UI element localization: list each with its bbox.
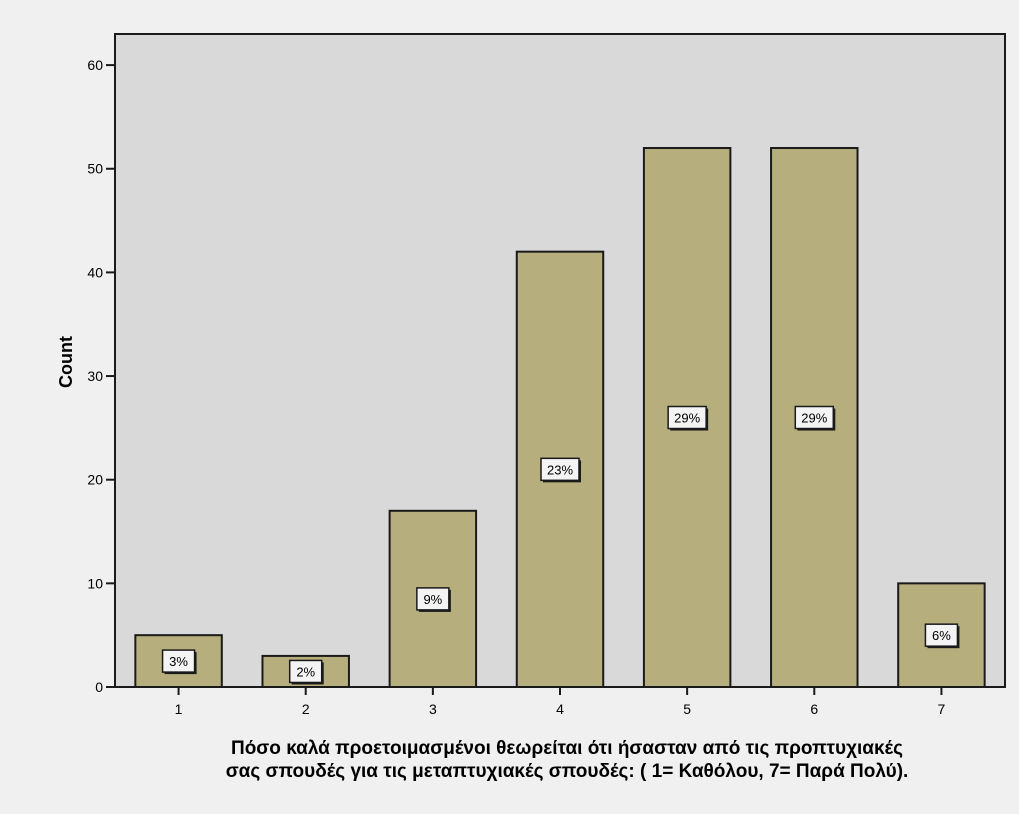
- bar-percent-label: 9%: [423, 592, 442, 607]
- y-tick-label: 30: [87, 368, 103, 384]
- bar-percent-label: 23%: [547, 462, 573, 477]
- y-axis: 0 10 20 30 40 50 60: [87, 57, 115, 695]
- bar-label-box: [924, 623, 959, 647]
- bar-label-box: [540, 457, 580, 482]
- y-tick-label: 20: [87, 472, 103, 488]
- x-tick-label: 7: [938, 701, 946, 717]
- bar-percent-label: 3%: [169, 654, 188, 669]
- bars-group: 3% 2% 9% 23% 29% 29% 6%: [134, 147, 986, 689]
- bar-percent-label: 6%: [932, 628, 951, 643]
- y-tick-label: 10: [87, 575, 103, 591]
- x-tick-label: 3: [429, 701, 437, 717]
- bar-3: [388, 509, 478, 688]
- bar-label-box: [161, 649, 196, 673]
- bar-label-box: [416, 587, 450, 611]
- y-tick-label: 60: [87, 57, 103, 73]
- x-axis-title-line-1: Πόσο καλά προετοιμασμένοι θεωρείται ότι …: [231, 738, 903, 759]
- y-tick-label: 0: [95, 679, 103, 695]
- x-tick-label: 5: [683, 701, 691, 717]
- x-axis-title-line-2: σας σπουδές για τις μεταπτυχιακές σπουδέ…: [226, 761, 909, 782]
- bar-label-box: [794, 405, 835, 430]
- x-tick-label: 2: [302, 701, 310, 717]
- y-tick-label: 40: [87, 264, 103, 280]
- x-tick-label: 4: [556, 701, 564, 717]
- y-tick-label: 50: [87, 161, 103, 177]
- y-axis-title: Count: [56, 336, 76, 388]
- x-axis: 1 2 3 4 5 6 7: [175, 687, 946, 717]
- bar-label-box: [288, 659, 323, 684]
- x-tick-label: 1: [175, 701, 183, 717]
- bar-percent-label: 29%: [674, 411, 700, 426]
- bar-label-box: [667, 405, 707, 430]
- bar-percent-label: 29%: [801, 411, 827, 426]
- x-tick-label: 6: [810, 701, 818, 717]
- bar-percent-label: 2%: [296, 664, 315, 679]
